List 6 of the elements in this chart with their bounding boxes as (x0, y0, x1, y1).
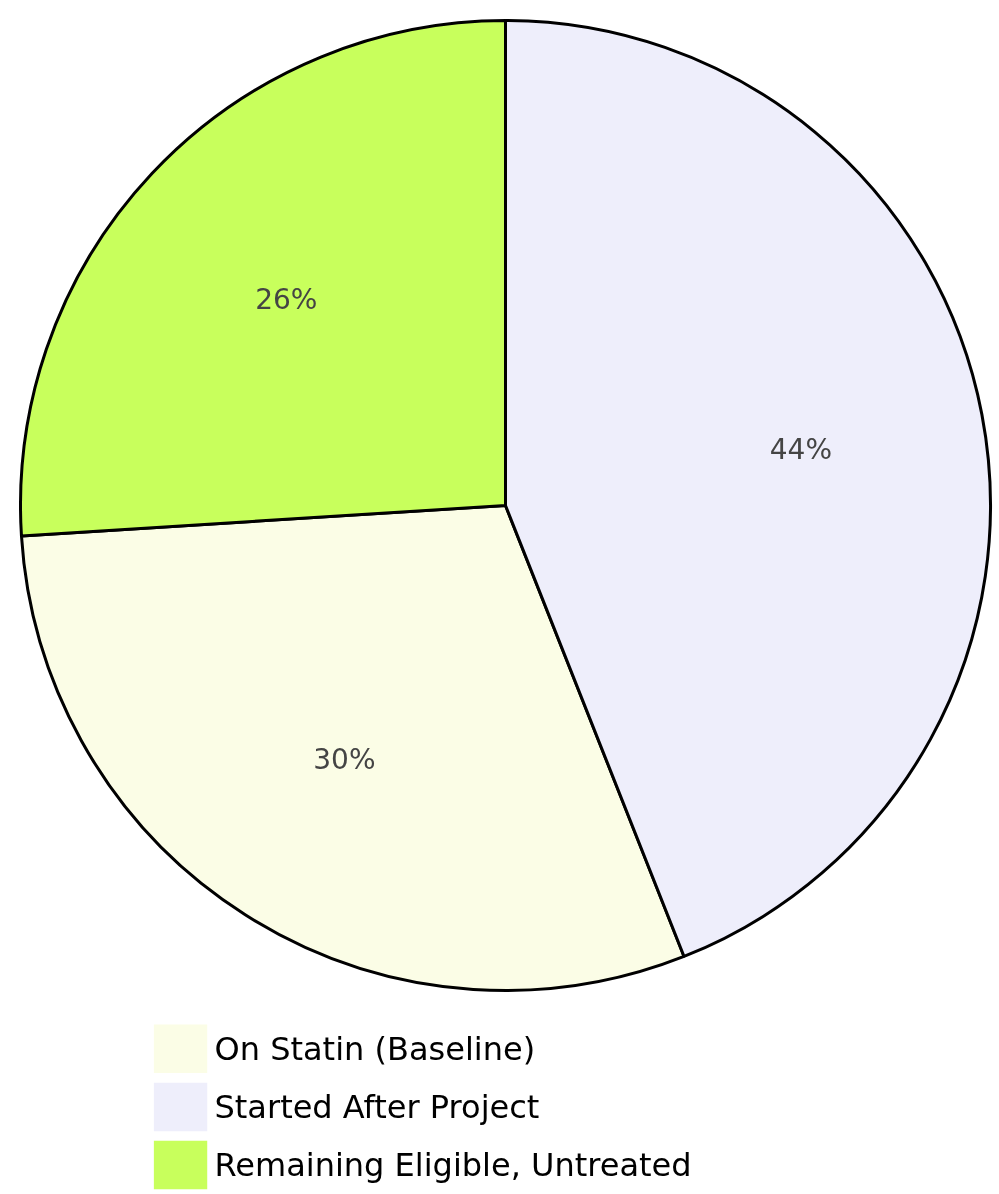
legend-label: Remaining Eligible, Untreated (214, 1146, 692, 1185)
data-label: 44% (769, 432, 832, 466)
legend-label: Started After Project (214, 1087, 540, 1126)
data-label: 30% (313, 742, 376, 776)
data-label: 26% (255, 283, 318, 317)
legend-label: On Statin (Baseline) (214, 1029, 536, 1068)
